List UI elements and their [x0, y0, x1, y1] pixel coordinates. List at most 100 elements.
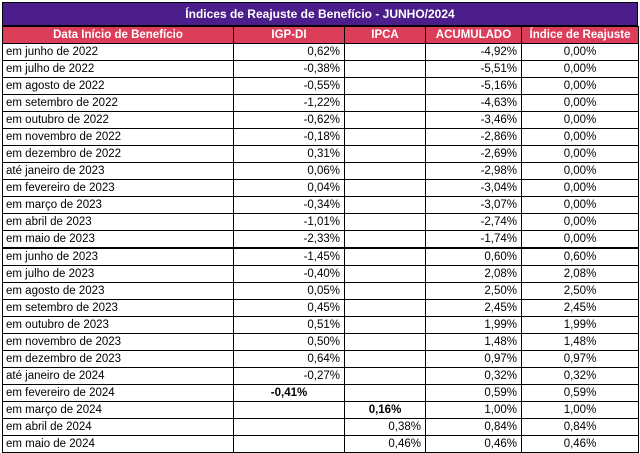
cell-igp-di: -0,34% — [233, 196, 345, 214]
cell-date: em setembro de 2022 — [2, 94, 234, 112]
header-indice-reajuste: Índice de Reajuste — [521, 26, 639, 44]
cell-ipca — [344, 265, 426, 283]
cell-indice-reajuste: 2,45% — [521, 299, 639, 317]
cell-indice-reajuste: 0,60% — [521, 247, 639, 266]
cell-igp-di: 0,04% — [233, 179, 345, 197]
cell-acumulado: -3,07% — [425, 196, 522, 214]
header-ipca: IPCA — [344, 26, 426, 44]
table-row: em abril de 2024 0,38% 0,84% 0,84% — [2, 418, 639, 436]
cell-acumulado: 2,45% — [425, 299, 522, 317]
cell-igp-di: -1,22% — [233, 94, 345, 112]
table-row: em outubro de 2022 -0,62% -3,46% 0,00% — [2, 111, 639, 129]
cell-date: em agosto de 2023 — [2, 282, 234, 300]
cell-indice-reajuste: 0,00% — [521, 128, 639, 146]
cell-ipca — [344, 94, 426, 112]
cell-date: em abril de 2023 — [2, 213, 234, 231]
cell-indice-reajuste: 0,00% — [521, 94, 639, 112]
cell-igp-di: 0,06% — [233, 162, 345, 180]
cell-igp-di: -1,01% — [233, 213, 345, 231]
cell-date: em outubro de 2023 — [2, 316, 234, 334]
cell-igp-di — [233, 401, 345, 419]
cell-acumulado: 0,59% — [425, 384, 522, 402]
cell-indice-reajuste: 0,00% — [521, 213, 639, 231]
cell-igp-di: -0,18% — [233, 128, 345, 146]
cell-indice-reajuste: 0,00% — [521, 111, 639, 129]
cell-indice-reajuste: 0,46% — [521, 435, 639, 453]
cell-igp-di: 0,05% — [233, 282, 345, 300]
cell-date: até janeiro de 2024 — [2, 367, 234, 385]
cell-ipca — [344, 43, 426, 61]
cell-date: em março de 2023 — [2, 196, 234, 214]
table-row: em dezembro de 2023 0,64% 0,97% 0,97% — [2, 350, 639, 368]
table-row: em setembro de 2023 0,45% 2,45% 2,45% — [2, 299, 639, 317]
cell-date: em junho de 2023 — [2, 247, 234, 266]
table-row: em junho de 2023 -1,45% 0,60% 0,60% — [2, 247, 639, 266]
cell-indice-reajuste: 0,00% — [521, 196, 639, 214]
cell-igp-di: 0,62% — [233, 43, 345, 61]
cell-ipca — [344, 111, 426, 129]
cell-ipca — [344, 247, 426, 266]
cell-indice-reajuste: 2,08% — [521, 265, 639, 283]
cell-indice-reajuste: 0,00% — [521, 43, 639, 61]
cell-ipca: 0,46% — [344, 435, 426, 453]
cell-indice-reajuste: 0,59% — [521, 384, 639, 402]
cell-indice-reajuste: 0,00% — [521, 179, 639, 197]
table-row: em abril de 2023 -1,01% -2,74% 0,00% — [2, 213, 639, 231]
cell-acumulado: -3,46% — [425, 111, 522, 129]
cell-igp-di: -0,27% — [233, 367, 345, 385]
header-date: Data Início de Benefício — [2, 26, 234, 44]
cell-acumulado: -2,74% — [425, 213, 522, 231]
table-row: em novembro de 2023 0,50% 1,48% 1,48% — [2, 333, 639, 351]
cell-date: em abril de 2024 — [2, 418, 234, 436]
cell-acumulado: -2,86% — [425, 128, 522, 146]
cell-date: em maio de 2023 — [2, 230, 234, 249]
cell-ipca — [344, 367, 426, 385]
cell-indice-reajuste: 0,32% — [521, 367, 639, 385]
cell-acumulado: -5,16% — [425, 77, 522, 95]
cell-igp-di: 0,31% — [233, 145, 345, 163]
header-acumulado: ACUMULADO — [425, 26, 522, 44]
table-row: em março de 2023 -0,34% -3,07% 0,00% — [2, 196, 639, 214]
cell-indice-reajuste: 1,00% — [521, 401, 639, 419]
cell-ipca — [344, 196, 426, 214]
cell-acumulado: -4,63% — [425, 94, 522, 112]
table-row: em agosto de 2022 -0,55% -5,16% 0,00% — [2, 77, 639, 95]
cell-acumulado: 0,84% — [425, 418, 522, 436]
table-row: em novembro de 2022 -0,18% -2,86% 0,00% — [2, 128, 639, 146]
cell-indice-reajuste: 0,84% — [521, 418, 639, 436]
cell-date: em dezembro de 2022 — [2, 145, 234, 163]
table-row: em julho de 2023 -0,40% 2,08% 2,08% — [2, 265, 639, 283]
cell-ipca — [344, 230, 426, 249]
cell-indice-reajuste: 0,00% — [521, 60, 639, 78]
cell-date: em março de 2024 — [2, 401, 234, 419]
cell-date: em setembro de 2023 — [2, 299, 234, 317]
cell-igp-di: -0,41% — [233, 384, 345, 402]
cell-acumulado: 2,50% — [425, 282, 522, 300]
cell-indice-reajuste: 1,99% — [521, 316, 639, 334]
cell-igp-di: -0,40% — [233, 265, 345, 283]
cell-acumulado: -2,69% — [425, 145, 522, 163]
cell-ipca — [344, 350, 426, 368]
cell-acumulado: 1,00% — [425, 401, 522, 419]
table-title: Índices de Reajuste de Benefício - JUNHO… — [2, 2, 638, 26]
cell-igp-di: 0,64% — [233, 350, 345, 368]
cell-date: em maio de 2024 — [2, 435, 234, 453]
cell-ipca — [344, 316, 426, 334]
cell-igp-di: -0,38% — [233, 60, 345, 78]
table-row: até janeiro de 2024 -0,27% 0,32% 0,32% — [2, 367, 639, 385]
cell-acumulado: 0,46% — [425, 435, 522, 453]
table-row: em fevereiro de 2023 0,04% -3,04% 0,00% — [2, 179, 639, 197]
cell-acumulado: 0,60% — [425, 247, 522, 266]
cell-ipca — [344, 299, 426, 317]
cell-ipca: 0,38% — [344, 418, 426, 436]
cell-igp-di: -1,45% — [233, 247, 345, 266]
table-row: até janeiro de 2023 0,06% -2,98% 0,00% — [2, 162, 639, 180]
cell-acumulado: -5,51% — [425, 60, 522, 78]
cell-ipca — [344, 60, 426, 78]
header-row: Data Início de Benefício IGP-DI IPCA ACU… — [2, 26, 639, 44]
table-row: em maio de 2023 -2,33% -1,74% 0,00% — [2, 230, 639, 249]
table-row: em julho de 2022 -0,38% -5,51% 0,00% — [2, 60, 639, 78]
cell-ipca: 0,16% — [344, 401, 426, 419]
cell-indice-reajuste: 0,00% — [521, 230, 639, 249]
